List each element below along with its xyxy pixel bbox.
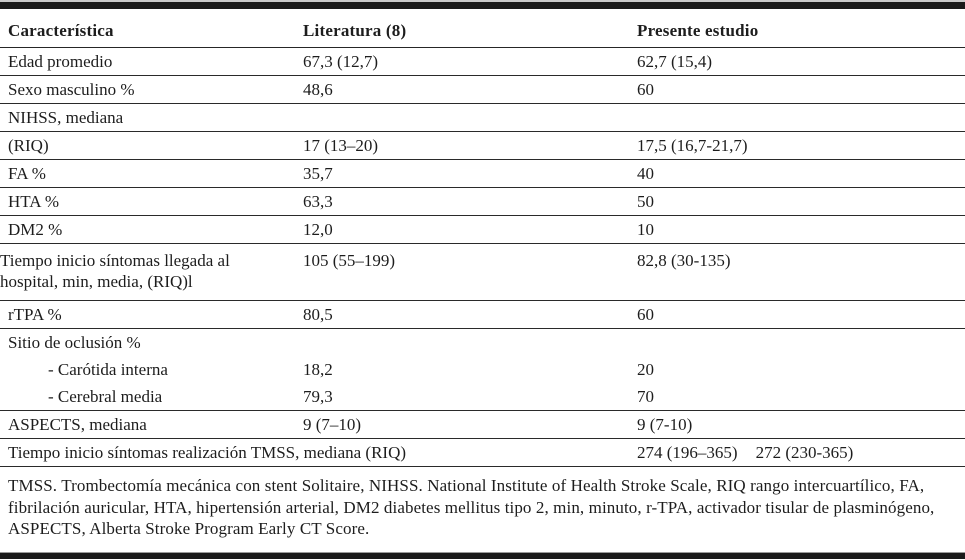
table-row: HTA % 63,3 50 [0, 187, 965, 216]
row-label: - Carótida interna [48, 360, 168, 379]
row-label: FA % [0, 159, 303, 188]
table-row: NIHSS, mediana [0, 103, 965, 132]
row-label: (RIQ) [0, 131, 303, 160]
table-row: - Carótida interna 18,2 20 [0, 356, 965, 383]
presente-sub-value: 274 (196–365) [637, 443, 738, 462]
table-row: Tiempo inicio síntomas realización TMSS,… [0, 438, 965, 467]
table-top-rule [0, 0, 965, 9]
presente-value: 17,5 (16,7-21,7) [637, 131, 965, 160]
table-row: Edad promedio 67,3 (12,7) 62,7 (15,4) [0, 47, 965, 76]
table-row: Sexo masculino % 48,6 60 [0, 75, 965, 104]
row-label: Tiempo inicio síntomas realización TMSS,… [0, 438, 637, 467]
row-label: Tiempo inicio síntomas llegada al hospit… [0, 243, 303, 301]
table-row: (RIQ) 17 (13–20) 17,5 (16,7-21,7) [0, 131, 965, 160]
presente-value: 9 (7-10) [637, 410, 965, 439]
literatura-value: 17 (13–20) [303, 131, 637, 160]
presente-value: 60 [637, 300, 965, 329]
table-bottom-rule [0, 551, 965, 559]
literatura-value: 18,2 [303, 360, 333, 379]
presente-sub-value: 272 (230-365) [755, 443, 854, 462]
literatura-value: 48,6 [303, 75, 637, 104]
column-header-caracteristica: Característica [0, 9, 303, 48]
table-row: ASPECTS, mediana 9 (7–10) 9 (7-10) [0, 410, 965, 439]
row-label: NIHSS, mediana [0, 103, 303, 132]
comparison-table: Característica Literatura (8) Presente e… [0, 9, 965, 467]
table-footnote: TMSS. Trombectomía mecánica con stent So… [8, 476, 935, 538]
table-row: - Cerebral media 79,3 70 [0, 383, 965, 411]
table-row: Sitio de oclusión % [0, 329, 965, 357]
row-label: Sitio de oclusión % [8, 333, 141, 352]
literatura-value: 79,3 [303, 383, 637, 411]
row-label: Sexo masculino % [0, 75, 303, 104]
row-label: HTA % [0, 187, 303, 216]
presente-value: 274 (196–365) 272 (230-365) [637, 438, 965, 467]
presente-value: 62,7 (15,4) [637, 47, 965, 76]
row-label: Edad promedio [0, 47, 303, 76]
row-label: - Cerebral media [0, 383, 303, 411]
table-row: FA % 35,7 40 [0, 159, 965, 188]
literatura-value: 35,7 [303, 159, 637, 188]
row-label: DM2 % [0, 215, 303, 244]
literatura-value [303, 103, 637, 132]
presente-value: 20 [637, 360, 654, 379]
literatura-value: 12,0 [303, 215, 637, 244]
literatura-value [303, 329, 637, 357]
literatura-value: 67,3 (12,7) [303, 47, 637, 76]
row-label: ASPECTS, mediana [0, 410, 303, 439]
literatura-value: 9 (7–10) [303, 410, 637, 439]
literatura-value: 80,5 [303, 300, 637, 329]
presente-value: 50 [637, 187, 965, 216]
literatura-value: 105 (55–199) [303, 243, 637, 301]
presente-value [637, 103, 965, 132]
table-body: Edad promedio 67,3 (12,7) 62,7 (15,4) Sexo … [0, 47, 965, 467]
column-header-presente-estudio: Presente estudio [637, 9, 965, 48]
table-row: DM2 % 12,0 10 [0, 215, 965, 244]
table-row: Tiempo inicio síntomas llegada al hospit… [0, 243, 965, 301]
presente-value: 82,8 (30-135) [637, 243, 965, 301]
presente-value [637, 329, 965, 357]
presente-value: 60 [637, 75, 965, 104]
table-row: rTPA % 80,5 60 [0, 300, 965, 329]
table-header: Característica Literatura (8) Presente e… [0, 9, 965, 48]
row-label: rTPA % [0, 300, 303, 329]
presente-value: 70 [637, 383, 965, 411]
literatura-value: 63,3 [303, 187, 637, 216]
presente-value: 10 [637, 215, 965, 244]
presente-value: 40 [637, 159, 965, 188]
header-row: Característica Literatura (8) Presente e… [0, 9, 965, 48]
column-header-literatura: Literatura (8) [303, 9, 637, 48]
